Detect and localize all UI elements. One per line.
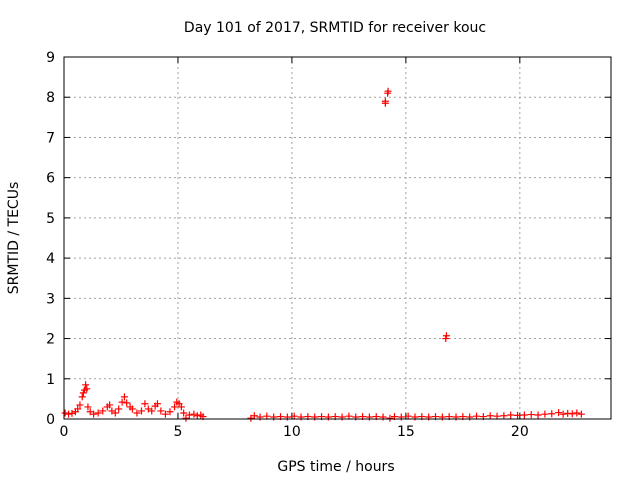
data-point <box>386 414 394 422</box>
x-axis-label: GPS time / hours <box>277 459 394 475</box>
y-tick-label: 7 <box>46 130 55 146</box>
data-point <box>541 410 549 418</box>
data-point <box>84 403 92 411</box>
y-tick-label: 9 <box>46 50 55 66</box>
data-point <box>520 411 528 419</box>
data-point <box>137 407 145 415</box>
grid-layer <box>64 57 611 419</box>
data-point <box>527 411 535 419</box>
x-tick-label: 0 <box>60 424 69 440</box>
y-axis-label: SRMTID / TECUs <box>6 182 22 295</box>
data-point <box>534 411 542 419</box>
data-point <box>157 407 165 415</box>
data-point <box>74 405 82 413</box>
y-tick-label: 1 <box>46 372 55 388</box>
x-tick-label: 15 <box>397 424 415 440</box>
data-point <box>68 409 76 417</box>
data-point <box>123 399 131 407</box>
data-point <box>182 414 190 422</box>
data-point <box>507 411 515 419</box>
y-tick-label: 0 <box>46 412 55 428</box>
data-point <box>166 408 174 416</box>
data-point <box>106 401 114 409</box>
x-tick-label: 10 <box>283 424 301 440</box>
data-point <box>500 412 508 420</box>
data-point <box>90 410 98 418</box>
y-tick-label: 8 <box>46 90 55 106</box>
x-tick-label: 5 <box>173 424 182 440</box>
data-point <box>61 409 69 417</box>
data-point <box>148 407 156 415</box>
y-tick-label: 3 <box>46 291 55 307</box>
data-point <box>514 411 522 419</box>
y-tick-label: 2 <box>46 332 55 348</box>
data-point <box>118 398 126 406</box>
points-layer <box>61 87 585 422</box>
data-point <box>559 410 567 418</box>
data-point <box>250 412 258 420</box>
data-point <box>133 409 141 417</box>
data-point <box>120 393 128 401</box>
data-point <box>82 381 90 389</box>
plot-frame <box>63 56 612 420</box>
data-point <box>111 409 119 417</box>
data-point <box>153 400 161 408</box>
data-point <box>128 405 136 413</box>
data-point <box>548 410 556 418</box>
data-point <box>177 403 185 411</box>
data-point <box>577 410 585 418</box>
data-point <box>83 385 91 393</box>
data-point <box>573 409 581 417</box>
data-point <box>94 409 102 417</box>
y-tick-label: 4 <box>46 251 55 267</box>
data-point <box>193 412 201 420</box>
data-point <box>381 97 389 105</box>
data-point <box>190 410 198 418</box>
data-point <box>141 400 149 408</box>
y-tick-label: 6 <box>46 171 55 187</box>
data-point <box>384 87 392 95</box>
data-point <box>99 407 107 415</box>
x-tick-label: 20 <box>511 424 529 440</box>
data-point <box>161 410 169 418</box>
data-point <box>568 410 576 418</box>
data-point <box>185 411 193 419</box>
data-point <box>180 409 188 417</box>
data-point <box>115 405 123 413</box>
data-point <box>78 393 86 401</box>
data-point <box>65 410 73 418</box>
tick-layer <box>63 56 611 420</box>
tick-labels: 0 5 10 15 20 0 1 2 3 4 5 6 7 8 9 <box>46 50 529 440</box>
data-point <box>442 332 450 340</box>
data-point <box>76 401 84 409</box>
chart-title: Day 101 of 2017, SRMTID for receiver kou… <box>184 20 486 36</box>
data-point <box>555 409 563 417</box>
y-tick-label: 5 <box>46 211 55 227</box>
data-point <box>171 403 179 411</box>
data-point <box>486 412 494 420</box>
